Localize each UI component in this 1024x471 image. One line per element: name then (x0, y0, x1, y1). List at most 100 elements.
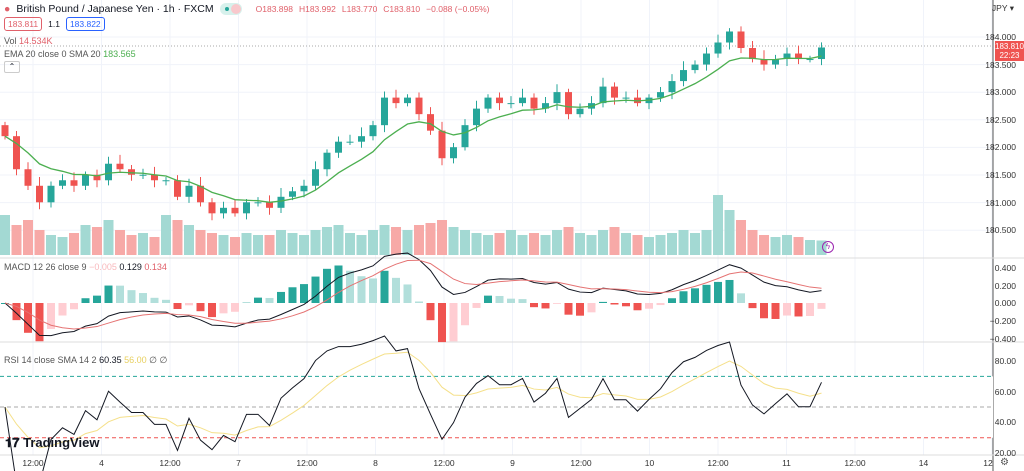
candle-body (47, 185, 55, 203)
volume-bar (34, 230, 45, 255)
macd-histogram-bar (783, 303, 791, 316)
volume-bar (333, 225, 344, 255)
macd-histogram-bar (760, 303, 768, 319)
candle-body (691, 64, 699, 71)
candle-body (450, 147, 457, 159)
tradingview-logo[interactable]: 𝟏𝟕 TradingView (5, 435, 99, 451)
volume-bar (644, 237, 654, 255)
candle-body (657, 92, 664, 98)
macd-axis-label: −0.400 (989, 333, 1016, 344)
volume-bar (92, 227, 102, 255)
volume-bar (690, 233, 700, 255)
macd-histogram-bar (173, 303, 182, 310)
candle-body (599, 86, 607, 104)
candle-body (1, 125, 9, 137)
volume-bar (414, 225, 424, 255)
macd-histogram-bar (231, 303, 239, 312)
candle-body (289, 191, 296, 197)
candle-body (128, 169, 135, 175)
candle-body (530, 97, 538, 109)
ohlc-low: L183.770 (341, 4, 378, 14)
volume-bar (126, 235, 137, 255)
volume-bar (609, 227, 620, 255)
macd-histogram-bar (817, 303, 826, 309)
candle-body (668, 81, 676, 93)
candle-body (737, 31, 745, 49)
rsi-value: 60.35 (99, 355, 122, 365)
volume-bar (678, 230, 689, 255)
volume-bar (483, 235, 493, 255)
candle-body (254, 202, 262, 204)
volume-bar (11, 225, 22, 255)
symbol-title[interactable]: British Pound / Japanese Yen · 1h · FXCM (16, 3, 214, 15)
volume-bar (115, 230, 125, 255)
settings-gear-icon[interactable]: ⚙ (1000, 457, 1009, 468)
ohlc-close: C183.810 (383, 4, 421, 14)
macd-histogram-bar (35, 303, 44, 342)
price-axis-label: 183.500 (985, 59, 1016, 70)
sell-button[interactable]: 183.811 (4, 17, 43, 31)
volume-bar (23, 220, 33, 255)
rsi-label[interactable]: RSI 14 close SMA 14 2 (4, 355, 97, 365)
rsi-axis-label: 80.00 (994, 356, 1016, 366)
volume-bar (299, 235, 309, 255)
macd-histogram-bar (70, 303, 78, 310)
macd-histogram-bar (300, 284, 308, 303)
market-status-icon[interactable] (219, 3, 242, 15)
volume-bar (57, 237, 68, 255)
lightning-icon[interactable]: ϟ (822, 241, 834, 253)
volume-bar (460, 230, 470, 255)
candle-body (611, 86, 618, 98)
ohlc-high: H183.992 (298, 4, 336, 14)
collapse-legend-button[interactable]: ⌃ (4, 61, 20, 73)
candle-body (622, 97, 630, 99)
macd-histogram-bar (806, 303, 814, 317)
candle-body (714, 42, 722, 54)
macd-label[interactable]: MACD 12 26 close 9 (4, 262, 87, 272)
macd-axis-label: 0.400 (994, 263, 1016, 273)
volume-label: Vol (4, 36, 17, 46)
macd-histogram-bar (219, 303, 228, 314)
buy-button[interactable]: 183.822 (65, 17, 105, 31)
candle-body (553, 92, 561, 104)
ohlc-open: O183.898 (255, 4, 293, 14)
currency-label: JPY (991, 3, 1008, 13)
price-axis-label: 184.000 (985, 32, 1016, 42)
time-axis-label: 12:00 (22, 458, 44, 468)
volume-bar (425, 223, 436, 255)
volume-bar (563, 227, 574, 255)
currency-selector[interactable]: JPY ▾ (991, 3, 1014, 13)
candle-body (496, 97, 503, 104)
time-axis-label: 8 (373, 458, 378, 468)
macd-histogram-bar (702, 284, 711, 303)
volume-bar (402, 230, 413, 255)
price-axis-label: 182.000 (985, 142, 1016, 153)
candle-body (473, 108, 480, 126)
candle-body (484, 97, 492, 109)
macd-histogram-bar (93, 295, 101, 303)
ema-label[interactable]: EMA 20 close 0 SMA 20 (4, 49, 101, 59)
candle-body (139, 174, 147, 176)
candle-body (806, 59, 814, 61)
volume-bar (805, 240, 815, 255)
candle-body (13, 136, 20, 170)
candle-body (438, 130, 446, 159)
time-axis-label: 12:00 (570, 458, 592, 468)
volume-bar (701, 230, 712, 255)
macd-histogram-bar (691, 288, 699, 303)
macd-histogram-bar (794, 303, 803, 317)
candle-body (36, 185, 43, 203)
candle-body (369, 125, 377, 137)
macd-line (4, 252, 822, 337)
macd-histogram-bar (380, 270, 389, 303)
macd-histogram-bar (426, 303, 435, 321)
candle-body (576, 108, 584, 115)
volume-bar (494, 233, 505, 255)
macd-histogram-bar (265, 297, 274, 303)
volume-bar (310, 230, 321, 255)
macd-histogram-bar (116, 285, 124, 303)
macd-histogram-bar (771, 303, 780, 319)
brand-name: TradingView (23, 435, 100, 450)
volume-bar (149, 237, 160, 255)
